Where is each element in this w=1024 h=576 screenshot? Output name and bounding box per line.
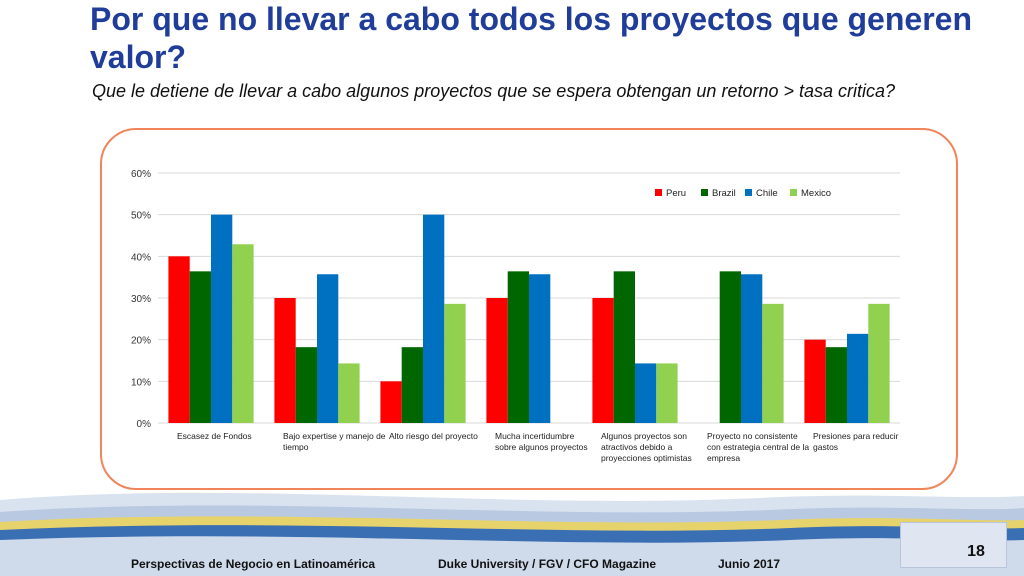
bar-peru	[380, 381, 402, 423]
decorative-waves	[0, 492, 1024, 576]
footer-left: Perspectivas de Negocio en Latinoamérica	[131, 557, 376, 571]
x-tick-label: gastos	[813, 442, 838, 452]
x-tick-label: Proyecto no consistente	[707, 431, 798, 441]
bar-brazil	[825, 347, 847, 423]
bar-brazil	[613, 271, 635, 423]
y-tick-label: 10%	[131, 377, 151, 388]
bar-chile	[211, 214, 233, 423]
x-tick-label: empresa	[707, 453, 740, 463]
bar-chart: 0% 10% 20% 30% 40% 50% 60% Escasez de Fondos Baj…	[131, 169, 900, 463]
bar-chile	[847, 333, 869, 423]
bar-peru	[804, 339, 826, 423]
x-tick-label: Alto riesgo del proyecto	[389, 431, 478, 441]
y-tick-label: 50%	[131, 211, 151, 222]
bar-peru	[592, 298, 614, 423]
x-tick-label: sobre algunos proyectos	[495, 442, 588, 452]
legend-swatch-chile	[745, 189, 752, 196]
bar-brazil	[401, 347, 423, 423]
page-number-box	[900, 522, 1007, 568]
x-tick-label: con estrategia central de la	[707, 442, 809, 452]
x-tick-label: Presiones para reducir	[813, 431, 899, 441]
legend-swatch-peru	[655, 189, 662, 196]
legend-label-mexico: Mexico	[801, 188, 831, 199]
bar-chile	[741, 274, 763, 423]
bar-mexico	[868, 303, 890, 423]
legend-label-brazil: Brazil	[712, 188, 736, 199]
bar-brazil	[189, 271, 211, 423]
bar-brazil	[719, 271, 741, 423]
y-tick-label: 30%	[131, 294, 151, 305]
bar-peru	[168, 256, 190, 423]
bar-chile	[423, 214, 445, 423]
bar-chile	[635, 363, 657, 423]
legend-swatch-mexico	[790, 189, 797, 196]
slide-title: Por que no llevar a cabo todos los proye…	[90, 1, 972, 75]
x-tick-label: Algunos proyectos son	[601, 431, 687, 441]
bar-peru	[274, 298, 296, 423]
x-tick-label: proyecciones optimistas	[601, 453, 692, 463]
legend-swatch-brazil	[701, 189, 708, 196]
bar-mexico	[762, 303, 784, 423]
legend-label-chile: Chile	[756, 188, 778, 199]
bar-brazil	[507, 271, 529, 423]
bar-chile	[529, 274, 551, 423]
page-number: 18	[967, 543, 985, 560]
bar-mexico	[338, 363, 360, 423]
x-tick-label: tiempo	[283, 442, 309, 452]
bar-mexico	[656, 363, 678, 423]
x-tick-label: Escasez de Fondos	[177, 431, 252, 441]
legend-label-peru: Peru	[666, 188, 686, 199]
x-tick-label: Mucha incertidumbre	[495, 431, 575, 441]
bar-mexico	[444, 303, 466, 423]
y-tick-label: 0%	[137, 419, 152, 430]
footer-center: Duke University / FGV / CFO Magazine	[438, 557, 657, 571]
bar-brazil	[295, 347, 317, 423]
x-tick-label: atractivos debido a	[601, 442, 673, 452]
y-tick-label: 40%	[131, 252, 151, 263]
bar-mexico	[232, 244, 254, 423]
footer-right: Junio 2017	[718, 557, 781, 571]
bar-chile	[317, 274, 339, 423]
slide-subtitle: Que le detiene de llevar a cabo algunos …	[92, 81, 896, 101]
bar-peru	[486, 298, 508, 423]
y-tick-label: 60%	[131, 169, 151, 180]
x-tick-label: Bajo expertise y manejo de	[283, 431, 386, 441]
y-tick-label: 20%	[131, 336, 151, 347]
